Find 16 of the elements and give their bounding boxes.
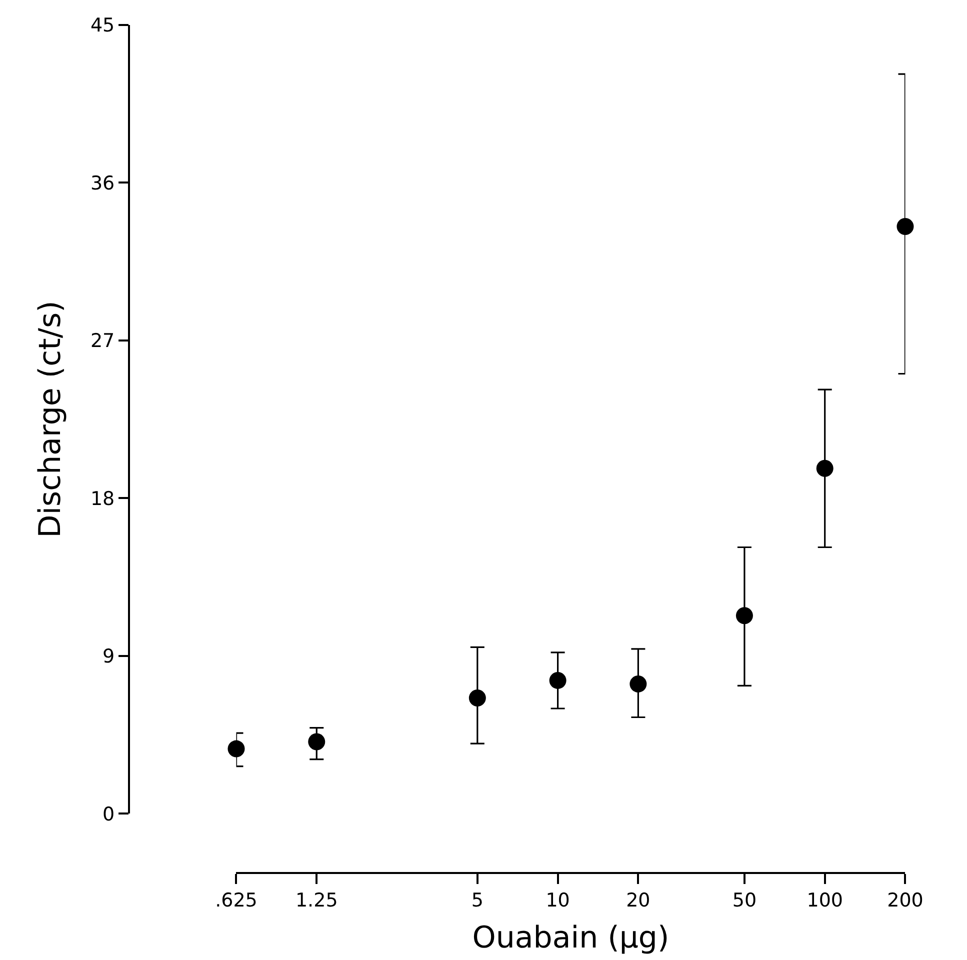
y-tick-label: 36 bbox=[90, 172, 115, 194]
y-tick-label: 45 bbox=[90, 14, 115, 37]
x-tick-label: 20 bbox=[626, 890, 650, 912]
x-tick-label: .625 bbox=[215, 890, 258, 912]
y-tick-label: 27 bbox=[90, 330, 115, 352]
x-tick-label: 5 bbox=[471, 890, 484, 912]
y-tick-label: 9 bbox=[102, 646, 115, 668]
x-tick-label: 10 bbox=[546, 890, 570, 912]
x-axis-title: Ouabain (µg) bbox=[472, 920, 670, 956]
x-tick-label: 200 bbox=[887, 890, 924, 912]
x-tick-label: 100 bbox=[806, 890, 843, 912]
y-axis-title: Discharge (ct/s) bbox=[32, 300, 68, 538]
y-tick-label: 0 bbox=[102, 803, 115, 826]
x-tick-label: 50 bbox=[732, 890, 757, 912]
y-tick-label: 18 bbox=[90, 488, 115, 510]
x-tick-label: 1.25 bbox=[295, 890, 338, 912]
